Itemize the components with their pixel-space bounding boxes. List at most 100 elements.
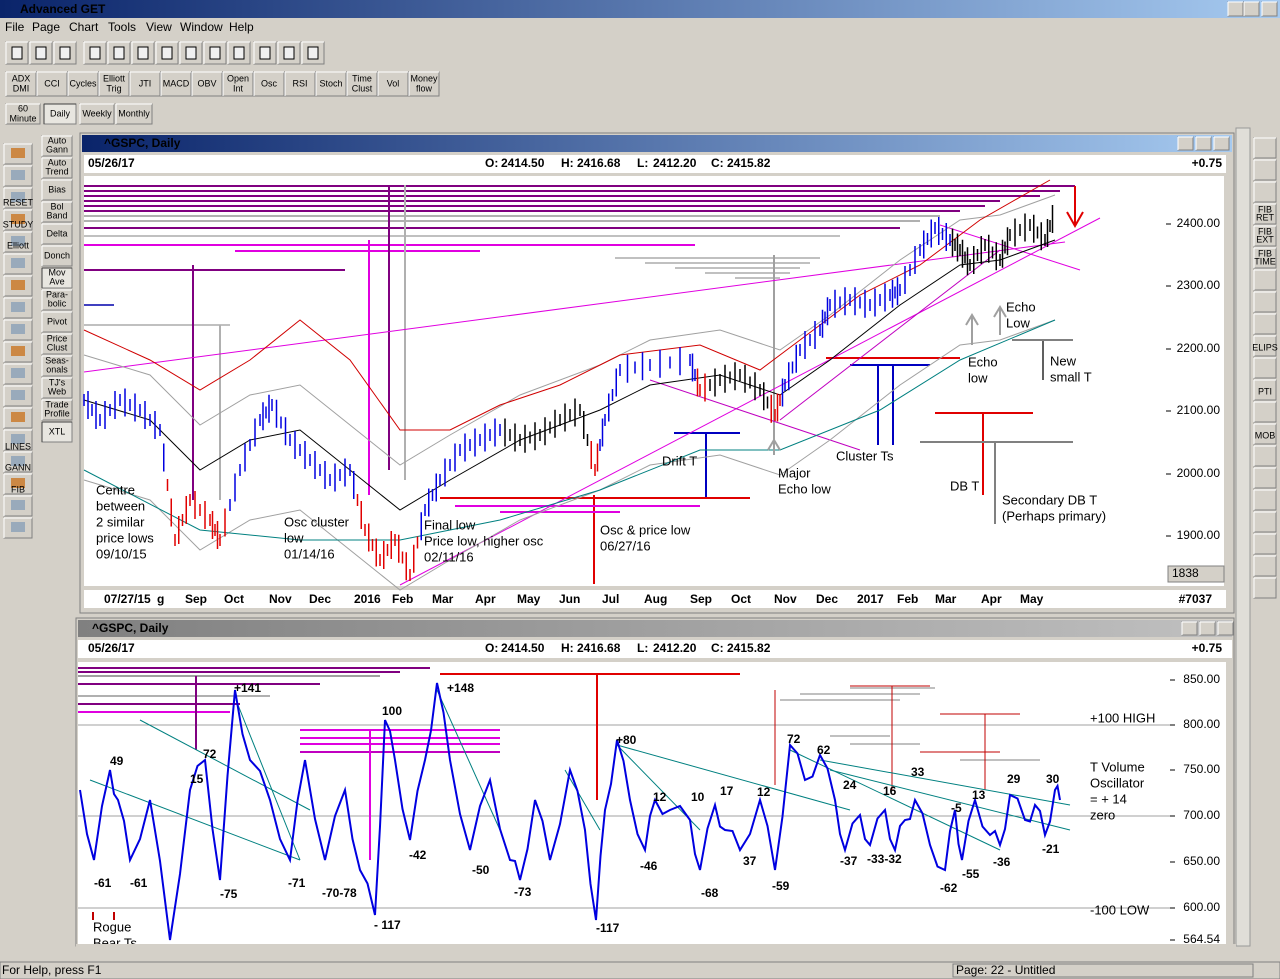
oscillator-label: -73 [514,885,532,899]
x-tick-label: Jun [559,592,580,606]
indicator-label: Clust [352,83,373,93]
y-tick-label: 750.00 [1183,762,1220,776]
study-label: Profile [44,408,70,418]
chart-title-bar [82,135,1232,152]
arrow [1066,211,1084,229]
window-button[interactable] [1181,621,1198,636]
band-upper [83,194,1056,466]
study-label: XTL [49,426,66,436]
tool-icon [11,324,25,334]
timeframe-label: Minute [9,113,36,123]
right-tool-button[interactable] [1253,181,1277,203]
x-tick-label: Jul [602,592,619,606]
app-title: Advanced GET [20,2,106,16]
right-tool-button[interactable] [1253,511,1277,533]
window-button[interactable] [1195,136,1212,151]
oscillator-label: 49 [110,754,124,768]
oscillator-label: -62 [940,881,958,895]
ohlc-label: L: [637,641,648,655]
study-label: Mov [48,267,66,277]
window-button[interactable] [1261,1,1278,17]
change: +0.75 [1192,641,1223,655]
right-tool-button[interactable] [1253,401,1277,423]
annotation: between [96,498,145,513]
annotation: Drift T [662,453,697,468]
tool-icon [11,236,25,246]
scrollbar[interactable] [1235,127,1251,947]
arrow [993,305,1007,318]
y-tick-label: 700.00 [1183,808,1220,822]
oscillator-label: -61 [130,876,148,890]
indicator-label: RSI [292,78,307,88]
indicator-button[interactable] [346,71,378,97]
annotation: Final low [424,517,476,532]
study-label: Trade [45,399,68,409]
tool-icon [11,390,25,400]
oscillator-label: 12 [653,790,667,804]
menu-item[interactable]: Tools [108,20,136,34]
tool-icon [11,46,23,60]
study-label: Band [46,210,67,220]
menu-item[interactable]: View [146,20,172,34]
left-tool-label: Elliott [7,240,30,250]
oscillator-label: -42 [409,848,427,862]
right-tool-button[interactable] [1253,577,1277,599]
x-tick-label: Feb [897,592,918,606]
right-tool-button[interactable] [1253,269,1277,291]
menu-item[interactable]: File [5,20,25,34]
right-tool-button[interactable] [1253,555,1277,577]
indicator-label: ADX [12,73,31,83]
right-tool-label: MOB [1255,430,1276,440]
menu-item[interactable]: Page [32,20,60,34]
menu-item[interactable]: Chart [69,20,99,34]
annotation: Oscillator [1090,775,1145,790]
study-label: Price [47,333,68,343]
change: +0.75 [1192,156,1223,170]
indicator-button[interactable] [408,71,440,97]
right-tool-button[interactable] [1253,137,1277,159]
annotation: low [968,370,988,385]
right-tool-button[interactable] [1253,313,1277,335]
right-tool-button[interactable] [1253,159,1277,181]
annotation: New [1050,353,1077,368]
ohlc-label: C: [711,156,724,170]
oscillator-window-title: ^GSPC, Daily [92,621,169,635]
y-tick-label: 2200.00 [1177,341,1221,355]
oscillator-label: 72 [203,747,217,761]
oscillator-label: 12 [757,785,771,799]
x-tick-label: 07/27/15 [104,592,151,606]
right-tool-button[interactable] [1253,291,1277,313]
bar-count-box [1167,565,1225,583]
menu-item[interactable]: Help [229,20,254,34]
tool-icon [11,368,25,378]
window-button[interactable] [1199,621,1216,636]
window-button[interactable] [1177,136,1194,151]
window-button[interactable] [1243,1,1260,17]
right-tool-button[interactable] [1253,489,1277,511]
study-label: Para- [46,289,68,299]
indicator-button[interactable] [222,71,254,97]
tool-icon [11,302,25,312]
x-tick-label: Aug [644,592,667,606]
window-button[interactable] [1227,1,1244,17]
window-button[interactable] [1213,136,1230,151]
right-tool-button[interactable] [1253,445,1277,467]
oscillator-label: 15 [190,772,204,786]
study-label: TJ's [49,377,66,387]
band-lower [83,319,1056,591]
menu-item[interactable]: Window [180,20,223,34]
annotation: Centre [96,482,135,497]
oscillator-plot [78,662,1170,944]
tool-icon [89,46,101,60]
right-tool-label: PTI [1258,386,1272,396]
right-tool-button[interactable] [1253,467,1277,489]
oscillator-line [79,682,1061,941]
right-tool-button[interactable] [1253,357,1277,379]
right-tool-button[interactable] [1253,533,1277,555]
window-button[interactable] [1217,621,1234,636]
oscillator-label: -46 [640,859,658,873]
indicator-button[interactable] [284,71,316,97]
x-axis-row [84,590,1226,608]
y-tick-label: 1900.00 [1177,528,1221,542]
